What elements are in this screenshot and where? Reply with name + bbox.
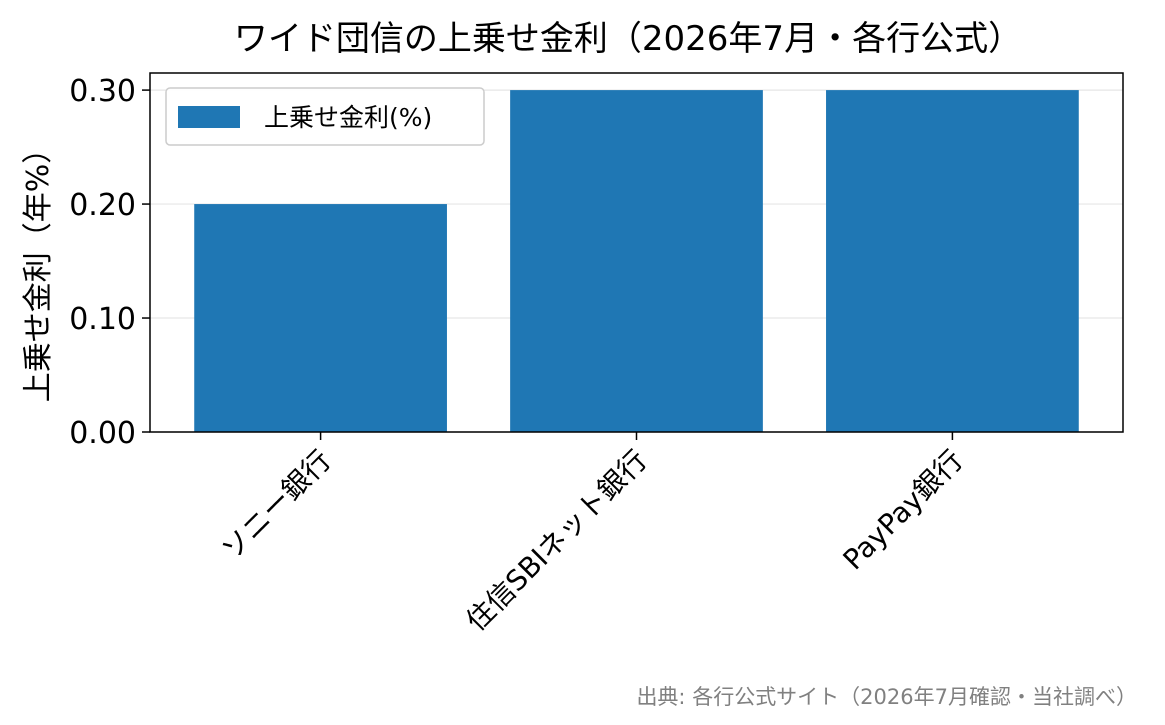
y-tick-label: 0.10 (69, 302, 136, 337)
x-axis-ticks: ソニー銀行 住信SBIネット銀行 PayPay銀行 (215, 432, 969, 638)
y-tick-label: 0.30 (69, 74, 136, 109)
bars (194, 90, 1079, 432)
y-axis-ticks: 0.00 0.10 0.20 0.30 (69, 74, 150, 451)
legend-swatch (178, 106, 240, 128)
x-tick-label: ソニー銀行 (215, 444, 337, 566)
x-tick-label: PayPay銀行 (837, 444, 970, 577)
y-axis-label: 上乗せ金利（年%） (21, 134, 56, 403)
bar (194, 204, 447, 432)
y-tick-label: 0.00 (69, 416, 136, 451)
source-note: 出典: 各行公式サイト（2026年7月確認・当社調べ） (636, 685, 1137, 709)
bar (826, 90, 1079, 432)
legend-label: 上乗せ金利(%) (264, 103, 432, 132)
bar (510, 90, 763, 432)
legend: 上乗せ金利(%) (165, 87, 485, 146)
y-tick-label: 0.20 (69, 188, 136, 223)
x-tick-label: 住信SBIネット銀行 (460, 444, 654, 638)
chart-title: ワイド団信の上乗せ金利（2026年7月・各行公式） (234, 19, 1022, 59)
legend-box (165, 87, 485, 146)
